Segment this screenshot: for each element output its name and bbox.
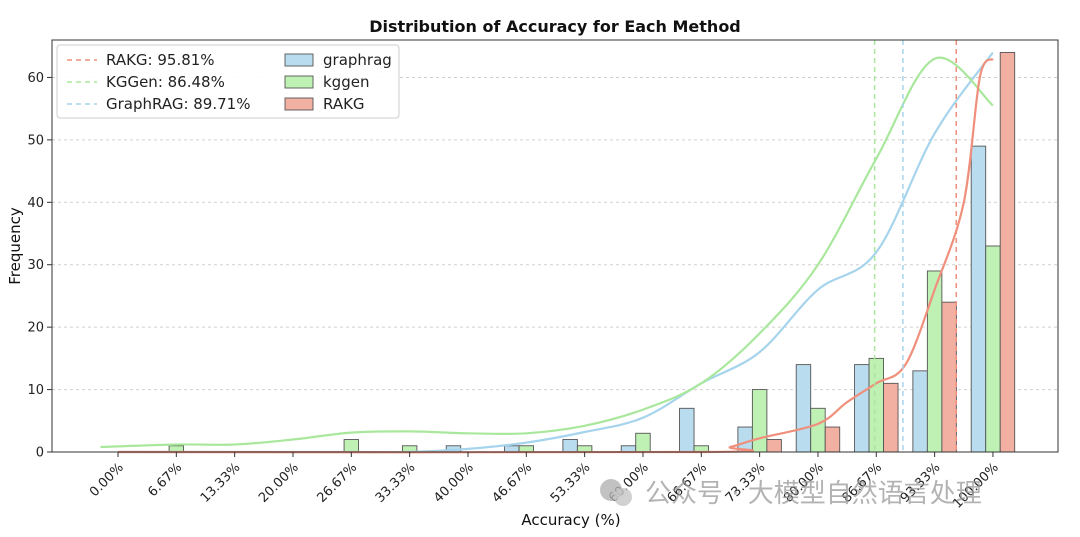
x-tick-label: 0.00%: [87, 460, 127, 500]
bar-kggen: [751, 389, 768, 453]
y-tick-label: 30: [27, 258, 44, 273]
y-tick-label: 40: [27, 196, 44, 211]
watermark-text: 公众号 · 大模型自然语言处理: [645, 479, 982, 509]
bar-kggen: [343, 439, 360, 453]
y-tick-label: 10: [27, 383, 44, 398]
x-axis-title: Accuracy (%): [521, 511, 620, 529]
bar-graphrag: [679, 407, 695, 453]
bar-graphrag: [504, 445, 520, 453]
y-tick-label: 60: [27, 71, 44, 86]
legend-label: GraphRAG: 89.71%: [106, 95, 250, 113]
watermark: 公众号 · 大模型自然语言处理: [600, 479, 982, 509]
bar-kggen: [518, 445, 535, 453]
legend-label: RAKG: 95.81%: [106, 51, 215, 69]
bar-RAKG: [999, 52, 1016, 453]
kde-curve-kggen: [100, 56, 994, 449]
y-tick-label: 0: [36, 446, 44, 461]
bar-kggen: [985, 245, 1001, 453]
bar-graphrag: [970, 145, 987, 453]
wechat-icon: [600, 479, 632, 506]
y-tick-label: 50: [27, 133, 44, 148]
y-tick-label: 20: [27, 321, 44, 336]
bar-RAKG: [766, 439, 782, 453]
x-tick-label: 53.33%: [548, 460, 594, 506]
y-axis-title: Frequency: [6, 207, 24, 285]
grid-layer: [52, 76, 1058, 391]
bar-RAKG: [941, 301, 957, 453]
bar-kggen: [810, 407, 826, 453]
x-tick-label: 46.67%: [489, 460, 535, 506]
bar-kggen: [926, 270, 943, 453]
bar-RAKG: [824, 426, 841, 453]
x-tick-label: 6.67%: [145, 460, 185, 500]
legend-label: KGGen: 86.48%: [106, 73, 225, 91]
legend-swatch: [284, 53, 314, 67]
x-tick-label: 40.00%: [431, 460, 477, 506]
plot-frame: [51, 39, 1059, 453]
x-tick-label: 20.00%: [256, 460, 302, 506]
chart-title: Distribution of Accuracy for Each Method: [369, 17, 741, 36]
x-tick-label: 26.67%: [314, 460, 360, 506]
x-tick-label: 13.33%: [198, 460, 244, 506]
legend-label: RAKG: [323, 95, 365, 113]
bar-kggen: [635, 432, 651, 453]
reference-lines-layer: [873, 40, 958, 452]
bar-RAKG: [883, 382, 899, 453]
bar-graphrag: [795, 364, 812, 453]
bar-graphrag: [854, 364, 870, 453]
legend-label: graphrag: [323, 51, 392, 69]
bar-kggen: [868, 357, 884, 453]
legend-swatch: [284, 97, 314, 111]
legend: RAKG: 95.81% KGGen: 86.48% GraphRAG: 89.71…: [56, 44, 400, 119]
bar-graphrag: [562, 439, 578, 453]
x-tick-label: 33.33%: [373, 460, 419, 506]
legend-box: [56, 44, 400, 119]
legend-label: kggen: [323, 73, 369, 91]
bar-graphrag: [912, 370, 928, 453]
legend-swatch: [284, 75, 314, 89]
